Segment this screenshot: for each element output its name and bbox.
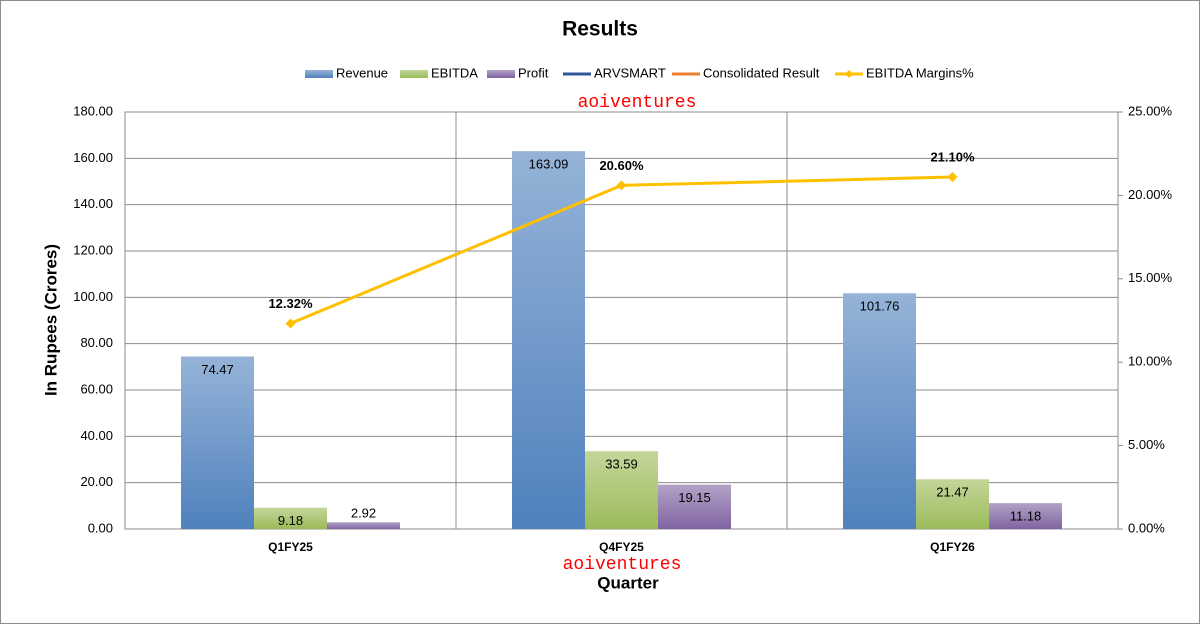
x-tick-label: Q4FY25 [599,540,644,554]
y-tick-label: 100.00 [73,289,113,304]
bar-value-label: 101.76 [860,299,900,314]
y-tick-label: 60.00 [80,381,113,396]
bar [181,356,254,529]
y-tick-label: 120.00 [73,242,113,257]
bar-value-label: 2.92 [351,506,376,521]
watermark: aoiventures [578,93,697,113]
legend-label: Consolidated Result [703,65,820,80]
legend-label: Revenue [336,65,388,80]
y-tick-label: 80.00 [80,335,113,350]
bar [658,484,731,529]
line-value-label: 20.60% [599,158,644,173]
bar [327,522,400,529]
x-tick-label: Q1FY25 [268,540,313,554]
legend-label: EBITDA Margins% [866,65,974,80]
bar-value-label: 21.47 [936,485,969,500]
x-axis-label: Quarter [597,573,659,592]
legend-swatch [400,70,428,78]
y2-tick-label: 10.00% [1128,354,1173,369]
legend-label: Profit [518,65,549,80]
x-tick-label: Q1FY26 [930,540,975,554]
line-value-label: 12.32% [268,296,313,311]
bar [916,479,989,529]
chart-title: Results [562,18,638,41]
bar-value-label: 9.18 [278,513,303,528]
y2-tick-label: 25.00% [1128,103,1173,118]
y2-tick-label: 20.00% [1128,187,1173,202]
bar-value-label: 74.47 [201,362,234,377]
legend-label: ARVSMART [594,65,666,80]
bar [843,293,916,529]
legend-swatch [487,70,515,78]
bar [989,503,1062,529]
line-marker [285,318,296,329]
y-axis-label: In Rupees (Crores) [41,244,60,396]
y-tick-label: 180.00 [73,103,113,118]
line-value-label: 21.10% [930,149,975,164]
bar-value-label: 11.18 [1010,509,1042,524]
legend-marker [845,70,853,78]
bar-value-label: 19.15 [678,490,711,505]
y-tick-label: 160.00 [73,150,113,165]
y-tick-label: 140.00 [73,196,113,211]
line-marker [616,180,627,191]
bar [585,451,658,529]
y-tick-label: 20.00 [80,474,113,489]
y2-tick-label: 0.00% [1128,520,1165,535]
bar-value-label: 33.59 [605,457,638,472]
legend-swatch [305,70,333,78]
legend-label: EBITDA [431,65,478,80]
y-tick-label: 40.00 [80,428,113,443]
y-tick-label: 0.00 [88,520,113,535]
bar [254,507,327,529]
bar-value-label: 163.09 [529,157,569,172]
y2-tick-label: 15.00% [1128,270,1173,285]
line-marker [947,172,958,183]
watermark: aoiventures [563,555,682,575]
y2-tick-label: 5.00% [1128,437,1165,452]
bar [512,151,585,529]
